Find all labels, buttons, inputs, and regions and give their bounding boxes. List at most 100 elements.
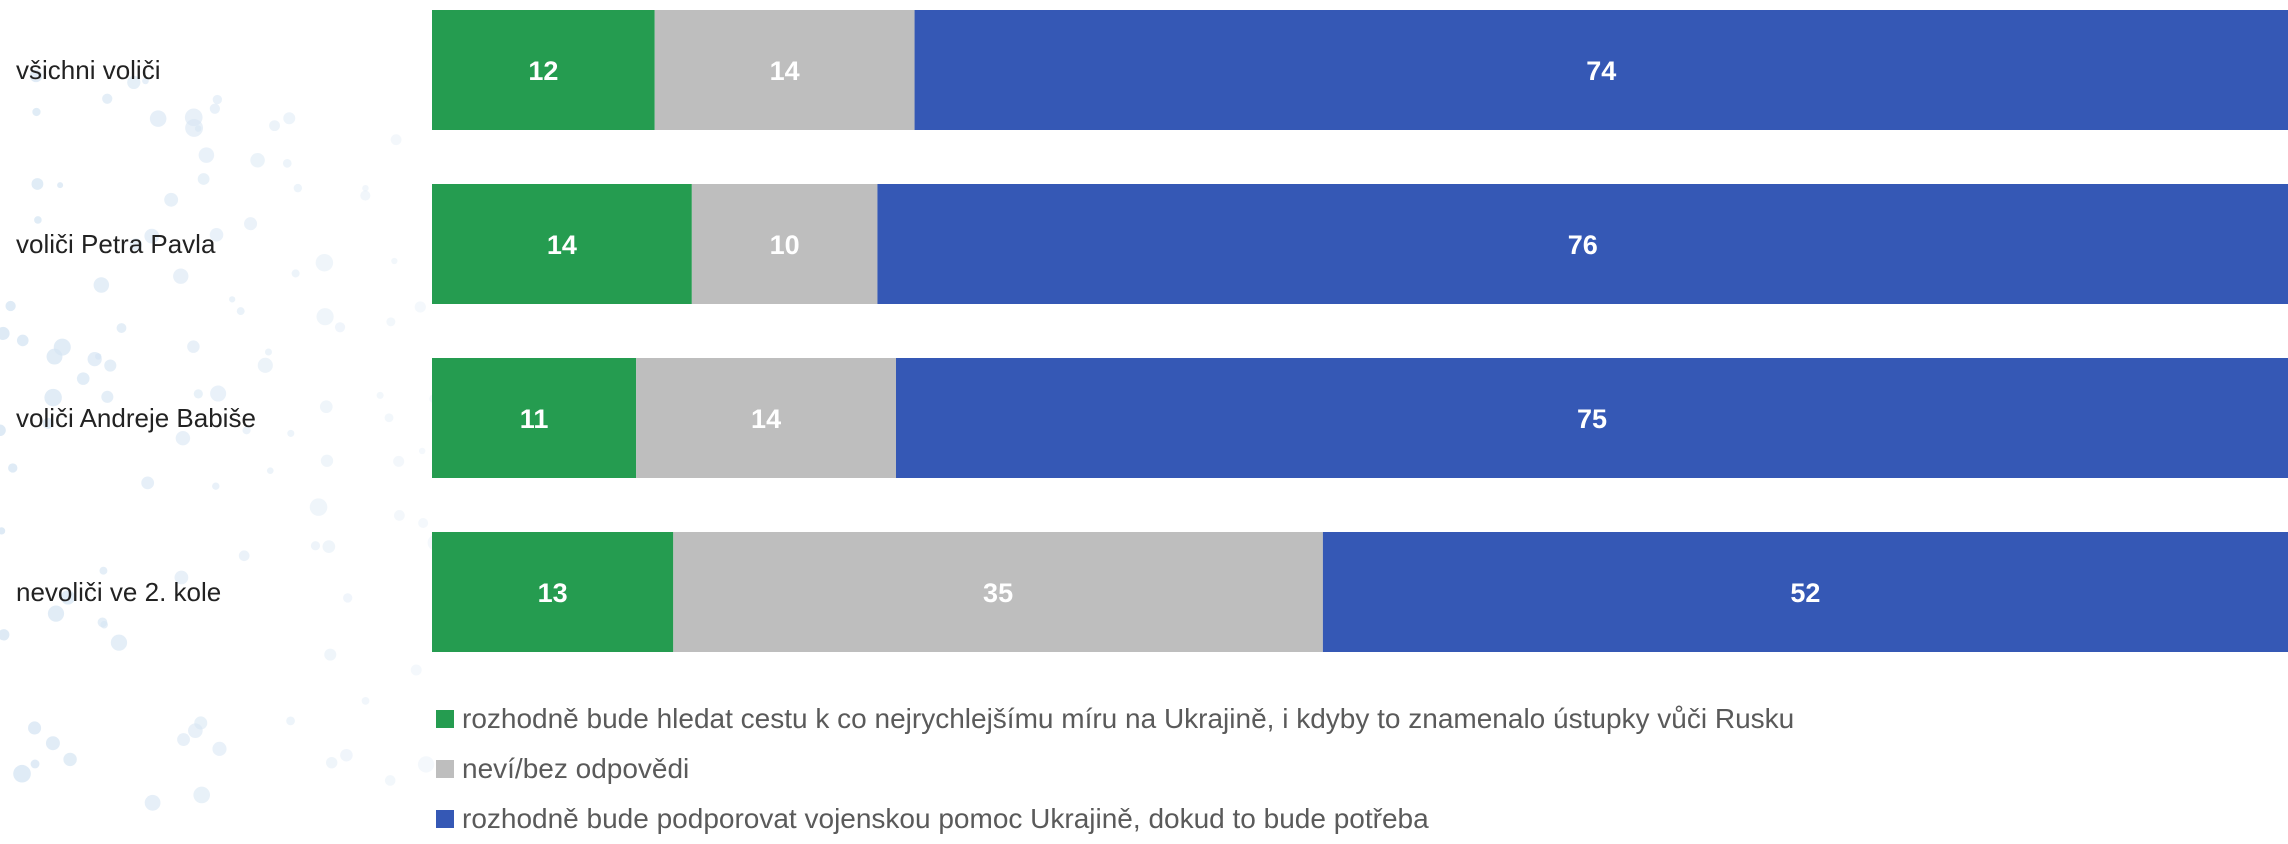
decorative-dot xyxy=(209,227,224,242)
value-label: 14 xyxy=(770,56,800,86)
decorative-dot xyxy=(362,184,369,192)
decorative-dot xyxy=(322,540,336,553)
decorative-dot xyxy=(386,317,396,327)
decorative-dot xyxy=(210,385,227,402)
decorative-dot xyxy=(384,413,394,423)
decorative-dot xyxy=(193,389,203,399)
decorative-dot xyxy=(13,764,31,783)
decorative-dot xyxy=(238,550,250,562)
decorative-dot xyxy=(44,388,62,407)
bar-segment xyxy=(432,184,692,304)
category-labels: všichni voliči voliči Petra Pavla voliči A… xyxy=(16,55,256,607)
decorative-dot xyxy=(282,159,292,168)
decorative-dot xyxy=(414,301,426,313)
decorative-dot xyxy=(0,326,10,340)
decorative-dot xyxy=(5,300,16,312)
decorative-dot xyxy=(93,277,110,293)
decorative-dot xyxy=(57,182,64,189)
decorative-dot xyxy=(141,476,155,490)
decorative-dot xyxy=(291,269,300,278)
decorative-dot xyxy=(242,426,251,435)
decorative-dot xyxy=(334,322,346,333)
decorative-dot xyxy=(393,455,405,467)
decorative-dot xyxy=(142,77,149,85)
decorative-dot xyxy=(8,463,18,473)
value-label: 13 xyxy=(538,578,568,608)
decorative-dot xyxy=(101,390,114,403)
decorative-dot xyxy=(212,741,227,756)
bar-segment xyxy=(691,184,878,304)
decorative-dot xyxy=(394,510,405,521)
bar-segment xyxy=(673,532,1323,652)
decorative-dot xyxy=(144,794,161,811)
decorative-dot xyxy=(360,190,371,201)
decorative-dot xyxy=(316,308,334,326)
decorative-dot xyxy=(63,752,77,767)
bar-segment xyxy=(914,10,2288,130)
bar-segment xyxy=(432,532,674,652)
decorative-dot xyxy=(250,152,265,168)
decorative-dot xyxy=(42,417,54,429)
decorative-dot xyxy=(30,759,40,769)
decorative-dot xyxy=(188,723,203,738)
legend-label: neví/bez odpovědi xyxy=(462,753,690,784)
decorative-dot xyxy=(102,93,113,104)
legend-swatch-gray xyxy=(436,760,454,778)
decorative-dot xyxy=(324,648,337,661)
value-label: 74 xyxy=(1586,56,1616,86)
decorative-dot xyxy=(264,348,272,356)
decorative-dot xyxy=(269,120,280,132)
decorative-dot xyxy=(212,482,220,490)
decorative-dot xyxy=(310,541,321,551)
decorative-dot xyxy=(340,748,353,762)
decorative-dot xyxy=(319,400,333,414)
legend-label: rozhodně bude podporovat vojenskou pomoc… xyxy=(462,803,1429,834)
decorative-dot xyxy=(116,323,127,333)
decorative-dot xyxy=(257,357,273,373)
decorative-dot xyxy=(184,108,203,127)
decorative-dot xyxy=(197,173,210,185)
decorative-dot xyxy=(376,391,384,399)
stacked-bar-chart: všichni voliči voliči Petra Pavla voliči A… xyxy=(16,10,2288,652)
decorative-dot xyxy=(28,721,42,735)
decorative-dot xyxy=(417,756,435,773)
legend-item: neví/bez odpovědi xyxy=(436,744,1794,794)
decorative-dot xyxy=(95,353,102,360)
decorative-dot xyxy=(127,75,141,90)
decorative-dot xyxy=(326,756,338,769)
value-label: 75 xyxy=(1577,404,1607,434)
legend-label: rozhodně bude hledat cestu k co nejrychl… xyxy=(462,703,1795,734)
decorative-dot xyxy=(187,340,200,353)
legend-swatch-green xyxy=(436,710,454,728)
decorative-dot xyxy=(175,430,191,446)
decorative-dot xyxy=(0,629,10,641)
decorative-dot xyxy=(390,134,402,146)
decorative-dot xyxy=(361,696,370,705)
decorative-dot xyxy=(45,736,60,751)
value-label: 10 xyxy=(770,230,800,260)
decorative-dot xyxy=(173,268,189,284)
bar-segment xyxy=(432,358,637,478)
decorative-dot xyxy=(76,372,90,385)
value-labels: 12 14 74 14 10 76 11 14 75 13 35 52 xyxy=(520,56,1821,608)
decorative-dot xyxy=(97,617,108,628)
decorative-dot xyxy=(32,107,41,117)
decorative-dot xyxy=(418,447,426,455)
decorative-dot xyxy=(418,517,429,528)
decorative-dot xyxy=(129,238,143,251)
bar-segment xyxy=(636,358,896,478)
decorative-dot xyxy=(16,334,29,347)
decorative-dot xyxy=(177,733,190,746)
bar-segment xyxy=(877,184,2288,304)
value-label: 14 xyxy=(547,230,577,260)
decorative-dot xyxy=(384,775,396,786)
bar-segment xyxy=(1322,532,2288,652)
decorative-dot xyxy=(209,103,220,114)
decorative-dot xyxy=(0,424,6,437)
decorative-dot xyxy=(309,498,328,516)
decorative-dot-pattern xyxy=(0,69,444,811)
decorative-dot xyxy=(315,253,334,272)
category-label: voliči Petra Pavla xyxy=(16,229,216,259)
decorative-dot xyxy=(144,228,160,244)
decorative-dot xyxy=(229,296,236,303)
